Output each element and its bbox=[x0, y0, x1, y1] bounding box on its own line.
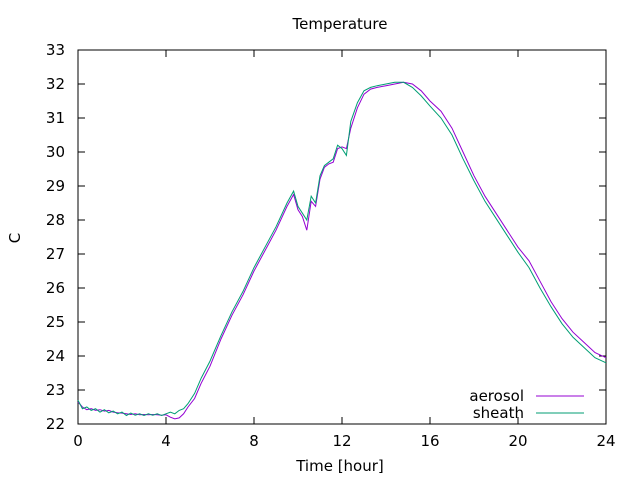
y-axis-title: C bbox=[6, 233, 24, 243]
y-tick-label: 23 bbox=[46, 381, 65, 399]
x-axis-title: Time [hour] bbox=[295, 457, 384, 475]
y-tick-label: 26 bbox=[46, 279, 65, 297]
y-tick-label: 25 bbox=[46, 313, 65, 331]
y-tick-label: 32 bbox=[46, 75, 65, 93]
x-tick-label: 16 bbox=[420, 432, 439, 450]
plot-frame bbox=[77, 49, 607, 425]
x-tick-label: 4 bbox=[161, 432, 171, 450]
y-tick-label: 24 bbox=[46, 347, 65, 365]
y-tick-label: 28 bbox=[46, 211, 65, 229]
x-tick-label: 12 bbox=[332, 432, 351, 450]
legend-label-aerosol: aerosol bbox=[469, 387, 524, 405]
series-lines-group bbox=[77, 81, 607, 420]
x-tick-label: 8 bbox=[249, 432, 259, 450]
y-tick-label: 27 bbox=[46, 245, 65, 263]
x-tick-label: 24 bbox=[596, 432, 615, 450]
y-tick-label: 33 bbox=[46, 41, 65, 59]
ticks-group bbox=[77, 49, 607, 425]
tick-labels-group: 0 4 8 12 16 20 24 22 23 24 25 26 27 28 29 30 31 32 33 bbox=[46, 41, 616, 450]
x-tick-label: 20 bbox=[508, 432, 527, 450]
y-tick-label: 30 bbox=[46, 143, 65, 161]
y-tick-label: 31 bbox=[46, 109, 65, 127]
y-tick-label: 22 bbox=[46, 415, 65, 433]
y-tick-label: 29 bbox=[46, 177, 65, 195]
legend-label-sheath: sheath bbox=[473, 404, 524, 422]
chart-title: Temperature bbox=[291, 15, 387, 33]
series-line-aerosol bbox=[77, 81, 607, 420]
series-line-sheath bbox=[77, 81, 607, 417]
x-tick-label: 0 bbox=[73, 432, 83, 450]
